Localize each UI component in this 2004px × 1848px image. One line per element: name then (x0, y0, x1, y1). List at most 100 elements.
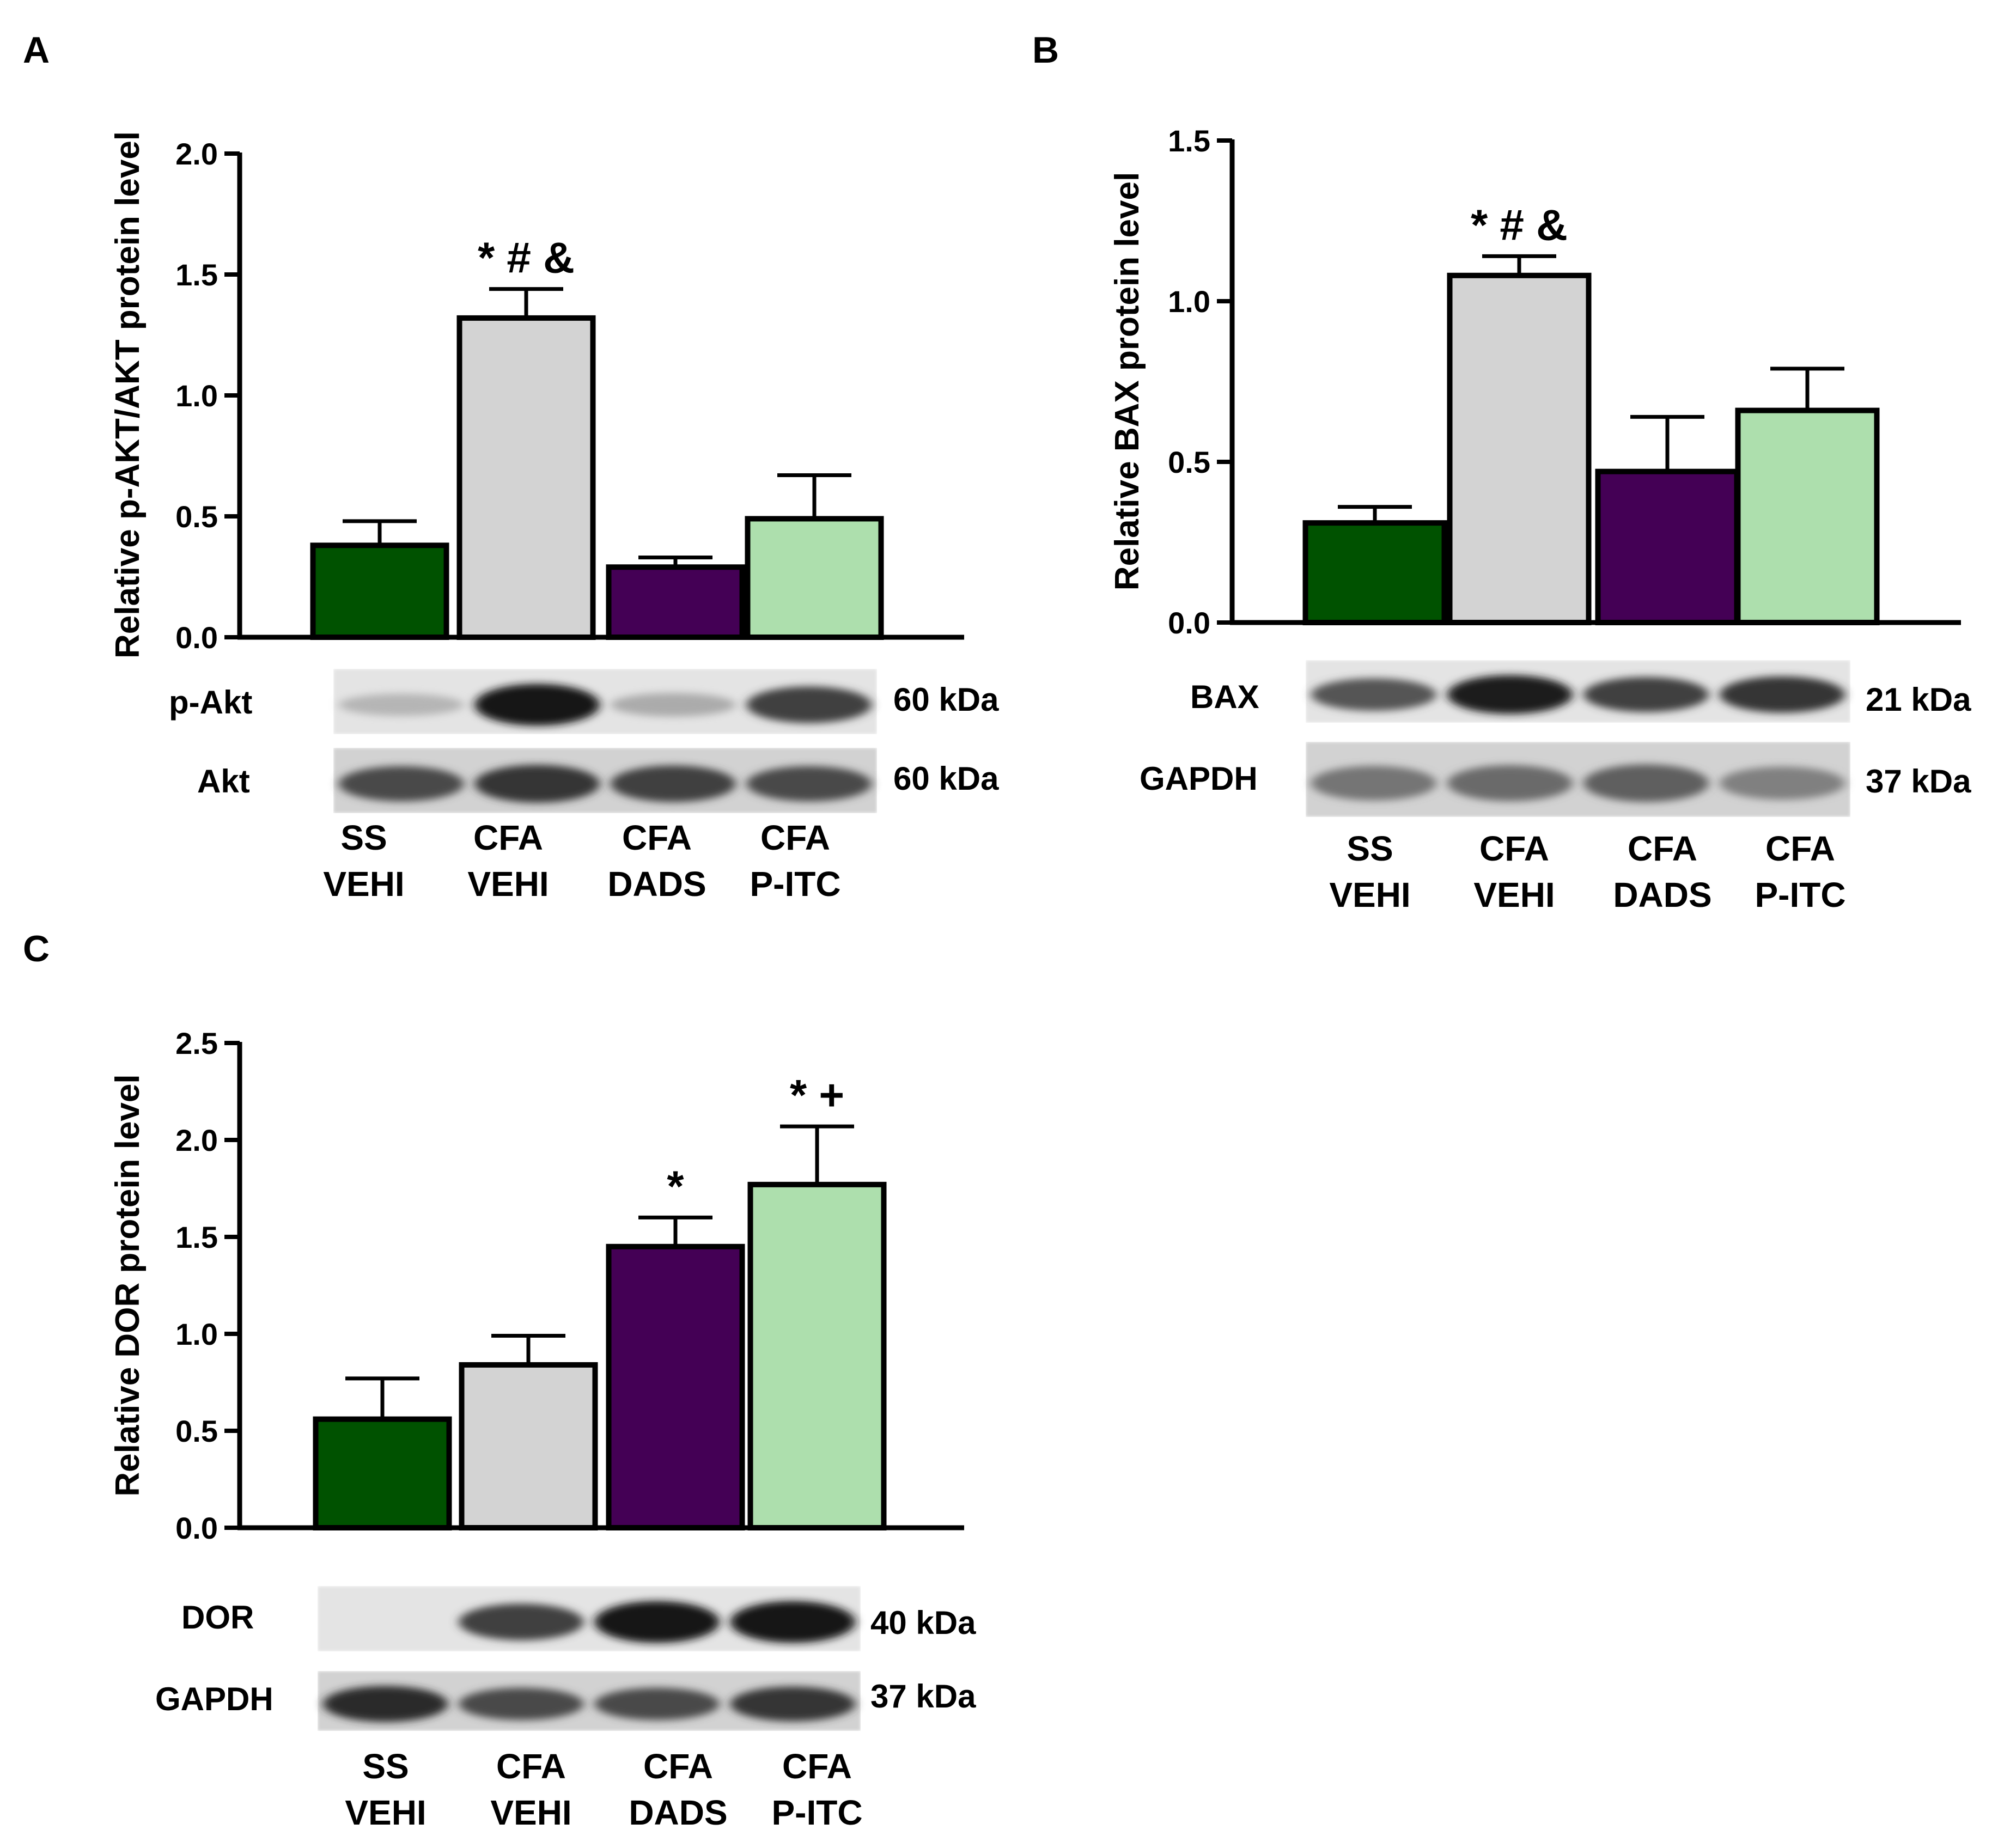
panel-b-band-label-1: BAX (1190, 679, 1259, 715)
panel-c-blot-band (594, 1601, 720, 1643)
panel-b-blot-band (1447, 675, 1573, 714)
panel-b-blot-band (1311, 678, 1436, 711)
panel-c-bar (459, 1362, 598, 1530)
panel-b-blots (1306, 660, 1850, 817)
panel-c-blot-band (730, 1686, 856, 1722)
panel-c-blot-band (730, 1601, 856, 1643)
panel-b-kda-1: 21 kDa (1866, 681, 1971, 718)
panel-b-blot-band (1311, 766, 1436, 801)
panel-b-y-tick-label: 0.0 (1168, 606, 1210, 640)
panel-a-blot-band (474, 684, 600, 726)
panel-b-group-label-4-line2: P-ITC (1755, 875, 1845, 914)
panel-b-group-label-3-line2: DADS (1613, 875, 1711, 914)
panel-a-blot-band (746, 766, 872, 802)
panel-b-ylabel: Relative BAX protein level (1108, 172, 1146, 590)
panel-letter-c: C (23, 928, 50, 969)
panel-b-blot-band (1720, 766, 1845, 800)
panel-b-y-tick-label: 1.5 (1168, 124, 1210, 158)
panel-a-y-tick-label: 1.5 (175, 258, 218, 292)
panel-c-y-tick-label: 2.0 (175, 1123, 218, 1157)
panel-a-band-label-2: Akt (197, 763, 250, 800)
panel-b-blot-band (1720, 676, 1845, 713)
panel-c-kda-1: 40 kDa (870, 1605, 976, 1641)
panel-b-significance-label: * # & (1471, 200, 1568, 249)
panel-a-kda-2: 60 kDa (893, 760, 999, 797)
panel-c-band-label-2: GAPDH (155, 1681, 273, 1717)
panel-b-bar (1302, 520, 1447, 625)
panel-c-group-label-1-line1: SS (362, 1747, 409, 1786)
panel-c-blot-band (322, 1686, 448, 1722)
panel-a: Relative p-AKT/AKT protein level 0.0 0.5 1… (109, 131, 999, 904)
panel-c-group-label-4-line2: P-ITC (771, 1793, 862, 1832)
panel-b-bar (1735, 407, 1880, 625)
panel-a-bar (310, 542, 449, 641)
panel-c-kda-2: 37 kDa (870, 1678, 976, 1715)
panel-b-bar (1595, 468, 1740, 625)
panel-b-y-tick-label: 0.5 (1168, 445, 1210, 479)
panel-c-blot-band (459, 1687, 584, 1721)
panel-c-group-label-4-line1: CFA (782, 1747, 852, 1786)
panel-a-blot-band (610, 765, 736, 802)
panel-a-blot-band (338, 693, 464, 716)
panel-c-ylabel: Relative DOR protein level (109, 1074, 147, 1496)
panel-a-blot-band (474, 765, 600, 803)
panel-letter-a: A (23, 29, 50, 71)
panel-a-group-label-2-line1: CFA (473, 818, 543, 857)
panel-b-kda-2: 37 kDa (1866, 763, 1971, 800)
panel-b-group-label-3-line1: CFA (1628, 829, 1697, 868)
panel-a-blot-band (338, 766, 464, 802)
panel-b-group-label-1-line1: SS (1347, 829, 1393, 868)
panel-a-group-label-4-line2: P-ITC (750, 864, 840, 904)
panel-a-blot-band (610, 693, 736, 717)
panel-a-group-label-1-line1: SS (340, 818, 387, 857)
panel-b-band-label-2: GAPDH (1140, 760, 1258, 797)
panel-a-group-label-1-line2: VEHI (323, 864, 404, 904)
panel-c-chart: 0.0 0.5 1.0 1.5 2.0 2.5 * * + (175, 1026, 964, 1545)
panel-c-bar (606, 1243, 745, 1531)
panel-a-group-label-2-line2: VEHI (467, 864, 549, 904)
panel-b: Relative BAX protein level 0.0 0.5 1.0 1.5 *… (1108, 124, 1971, 914)
panel-a-kda-1: 60 kDa (893, 681, 999, 718)
panel-c-significance-label: * + (790, 1071, 844, 1119)
panel-c-y-tick-label: 0.5 (175, 1414, 218, 1448)
panel-a-group-label-3-line2: DADS (607, 864, 706, 904)
panel-c-blot-band (459, 1603, 584, 1640)
panel-c-bar (313, 1416, 452, 1530)
panel-a-y-tick-label: 1.0 (175, 379, 218, 413)
panel-b-group-label-2-line1: CFA (1479, 829, 1549, 868)
panel-a-y-tick-label: 2.0 (175, 137, 218, 171)
panel-c-y-tick-label: 0.0 (175, 1511, 218, 1545)
panel-a-chart: 0.0 0.5 1.0 1.5 2.0 * # & (175, 137, 964, 655)
panel-a-blots (333, 669, 877, 813)
panel-c-group-label-1-line2: VEHI (345, 1793, 426, 1832)
panel-c-blot-band (594, 1687, 720, 1721)
panel-b-group-label-1-line2: VEHI (1329, 875, 1410, 914)
panel-b-blot-band (1583, 677, 1709, 712)
panel-a-blot-band (746, 686, 872, 723)
panel-c-group-label-3-line1: CFA (643, 1747, 713, 1786)
panel-c-y-tick-label: 2.5 (175, 1026, 218, 1060)
panel-c-bar (747, 1181, 887, 1530)
panel-c-y-tick-label: 1.5 (175, 1220, 218, 1254)
panel-a-bar (606, 564, 745, 640)
panel-a-band-label-1: p-Akt (169, 684, 252, 721)
panel-c: Relative DOR protein level 0.0 0.5 1.0 1.5 2… (109, 1026, 976, 1832)
panel-b-group-label-4-line1: CFA (1765, 829, 1835, 868)
panel-b-blot-band (1447, 765, 1573, 802)
panel-b-group-label-2-line2: VEHI (1473, 875, 1555, 914)
panel-b-y-tick-label: 1.0 (1168, 284, 1210, 319)
panel-c-y-tick-label: 1.0 (175, 1317, 218, 1351)
panel-a-bar (745, 516, 884, 640)
panel-c-band-label-1: DOR (181, 1599, 254, 1636)
panel-c-group-label-3-line2: DADS (629, 1793, 727, 1832)
panel-a-ylabel: Relative p-AKT/AKT protein level (109, 131, 147, 658)
panel-a-y-tick-label: 0.5 (175, 499, 218, 534)
panel-a-y-tick-label: 0.0 (175, 620, 218, 655)
panel-c-group-label-2-line2: VEHI (490, 1793, 571, 1832)
panel-a-group-label-3-line1: CFA (622, 818, 692, 857)
panel-c-significance-label: * (667, 1162, 684, 1210)
panel-b-bar (1447, 272, 1592, 625)
panel-a-group-label-4-line1: CFA (760, 818, 830, 857)
panel-letter-b: B (1032, 29, 1059, 71)
